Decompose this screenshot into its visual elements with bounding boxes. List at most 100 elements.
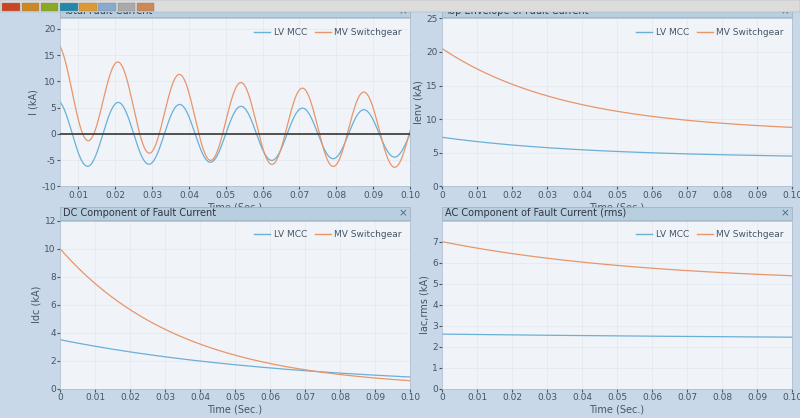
LV MCC (55, 337, 65, 342)
Y-axis label: I (kA): I (kA) (28, 89, 38, 115)
MV Switchgear (437, 239, 446, 244)
MV Switchgear (361, 375, 370, 380)
LV MCC (101, 122, 110, 127)
MV Switchgear (571, 101, 581, 106)
LV MCC (82, 164, 92, 169)
MV Switchgear (194, 132, 204, 137)
LV MCC (780, 335, 790, 340)
LV MCC (586, 333, 596, 338)
LV MCC (787, 153, 797, 158)
MV Switchgear (51, 40, 61, 45)
LV MCC (498, 332, 507, 337)
MV Switchgear (571, 259, 581, 264)
LV MCC (742, 153, 752, 158)
Line: LV MCC: LV MCC (60, 340, 410, 377)
X-axis label: Time (Sec.): Time (Sec.) (590, 202, 645, 212)
MV Switchgear (398, 378, 408, 383)
X-axis label: Time (Sec.): Time (Sec.) (207, 202, 262, 212)
Title: Total Fault Current: Total Fault Current (187, 6, 282, 16)
MV Switchgear (787, 273, 797, 278)
MV Switchgear (55, 246, 65, 251)
Legend: LV MCC, MV Switchgear: LV MCC, MV Switchgear (633, 227, 787, 243)
Line: LV MCC: LV MCC (442, 334, 792, 337)
Text: ×: × (781, 209, 790, 219)
Line: MV Switchgear: MV Switchgear (60, 249, 410, 381)
Line: MV Switchgear: MV Switchgear (42, 43, 410, 167)
LV MCC (787, 335, 797, 340)
LV MCC (498, 142, 507, 147)
Text: ×: × (399, 6, 407, 16)
Text: AC Component of Fault Current (rms): AC Component of Fault Current (rms) (445, 209, 626, 219)
MV Switchgear (586, 260, 596, 265)
Title: AC Component of Fault Current (rms): AC Component of Fault Current (rms) (520, 209, 714, 219)
LV MCC (194, 143, 204, 148)
MV Switchgear (780, 273, 790, 278)
Text: Top Envelope of Fault Current: Top Envelope of Fault Current (445, 6, 589, 16)
MV Switchgear (101, 88, 110, 93)
Line: LV MCC: LV MCC (442, 137, 792, 156)
LV MCC (52, 98, 62, 103)
LV MCC (190, 358, 199, 363)
LV MCC (477, 332, 486, 337)
LV MCC (398, 146, 408, 151)
LV MCC (405, 131, 414, 136)
LV MCC (205, 359, 214, 364)
MV Switchgear (79, 134, 89, 139)
MV Switchgear (498, 250, 507, 255)
LV MCC (437, 135, 446, 140)
LV MCC (780, 153, 790, 158)
MV Switchgear (178, 75, 188, 80)
LV MCC (116, 348, 126, 353)
MV Switchgear (405, 378, 414, 383)
LV MCC (571, 333, 581, 338)
LV MCC (361, 372, 370, 377)
LV MCC (477, 140, 486, 145)
Legend: LV MCC, MV Switchgear: LV MCC, MV Switchgear (250, 227, 406, 243)
LV MCC (178, 104, 188, 109)
Y-axis label: Iac,rms (kA): Iac,rms (kA) (419, 275, 430, 334)
X-axis label: Time (Sec.): Time (Sec.) (590, 405, 645, 415)
MV Switchgear (780, 125, 790, 130)
MV Switchgear (116, 301, 126, 306)
MV Switchgear (477, 247, 486, 252)
MV Switchgear (437, 46, 446, 51)
MV Switchgear (37, 79, 46, 84)
Line: LV MCC: LV MCC (42, 100, 410, 166)
MV Switchgear (405, 128, 414, 133)
MV Switchgear (390, 165, 399, 170)
Y-axis label: Idc (kA): Idc (kA) (31, 286, 42, 324)
LV MCC (405, 375, 414, 380)
LV MCC (79, 161, 89, 166)
X-axis label: Time (Sec.): Time (Sec.) (207, 405, 262, 415)
Legend: LV MCC, MV Switchgear: LV MCC, MV Switchgear (250, 25, 406, 41)
Line: MV Switchgear: MV Switchgear (442, 242, 792, 276)
LV MCC (37, 131, 46, 136)
Title: DC Component of Fault Current: DC Component of Fault Current (153, 209, 317, 219)
MV Switchgear (358, 89, 368, 94)
Text: ×: × (399, 209, 407, 219)
Text: DC Component of Fault Current: DC Component of Fault Current (63, 209, 216, 219)
LV MCC (571, 147, 581, 152)
LV MCC (358, 107, 368, 112)
LV MCC (95, 344, 105, 349)
Text: ×: × (781, 6, 790, 16)
MV Switchgear (742, 122, 752, 127)
MV Switchgear (95, 285, 105, 290)
LV MCC (398, 374, 408, 379)
MV Switchgear (398, 152, 408, 157)
MV Switchgear (205, 345, 214, 350)
MV Switchgear (477, 69, 486, 74)
MV Switchgear (498, 78, 507, 83)
MV Switchgear (586, 104, 596, 109)
Title: Top Envelope of Fault Current: Top Envelope of Fault Current (541, 6, 694, 16)
Y-axis label: Ienv (kA): Ienv (kA) (414, 80, 423, 124)
Legend: LV MCC, MV Switchgear: LV MCC, MV Switchgear (633, 25, 787, 41)
MV Switchgear (190, 339, 199, 344)
Line: MV Switchgear: MV Switchgear (442, 48, 792, 127)
LV MCC (437, 331, 446, 336)
LV MCC (742, 334, 752, 339)
Text: Total Fault Current: Total Fault Current (63, 6, 153, 16)
MV Switchgear (787, 125, 797, 130)
LV MCC (586, 148, 596, 153)
MV Switchgear (742, 271, 752, 276)
